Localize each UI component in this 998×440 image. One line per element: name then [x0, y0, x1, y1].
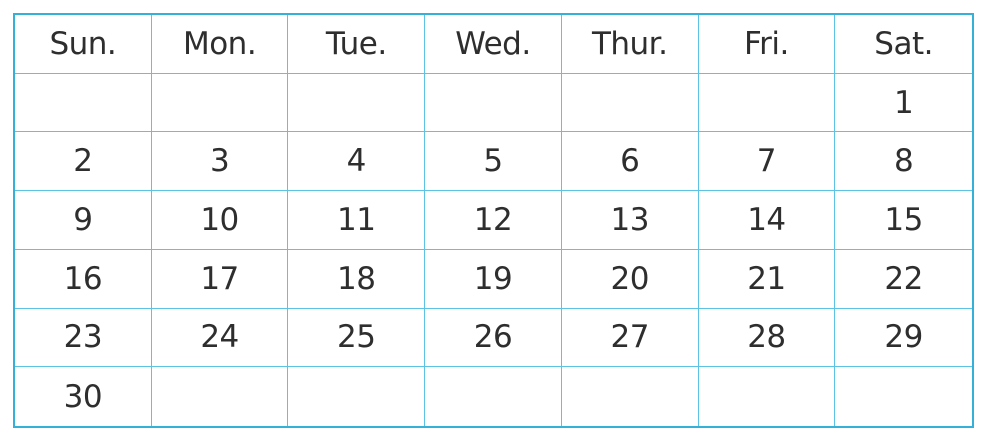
empty-cell	[152, 367, 289, 426]
day-cell: 3	[151, 132, 289, 192]
day-cell: 8	[835, 132, 972, 192]
empty-cell	[561, 73, 699, 133]
day-cell: 13	[561, 191, 699, 250]
empty-cell	[425, 367, 562, 426]
empty-cell	[288, 367, 426, 426]
weekday-header: Fri.	[698, 15, 836, 74]
empty-cell	[835, 367, 972, 426]
day-cell: 5	[425, 132, 562, 192]
weekday-header: Tue.	[288, 15, 426, 74]
day-cell: 1	[835, 74, 972, 133]
empty-cell	[698, 73, 836, 133]
weekday-header: Mon.	[151, 15, 289, 74]
weekday-header: Sun.	[15, 15, 152, 74]
day-cell: 10	[151, 191, 289, 250]
day-cell: 4	[288, 132, 426, 192]
day-cell: 17	[151, 249, 289, 309]
day-cell: 30	[15, 367, 152, 426]
weekday-header: Thur.	[561, 15, 699, 74]
day-cell: 9	[15, 191, 152, 250]
empty-cell	[425, 73, 562, 133]
day-cell: 21	[698, 249, 836, 309]
day-cell: 12	[425, 191, 562, 250]
day-cell: 15	[835, 191, 972, 250]
empty-cell	[699, 367, 836, 426]
day-cell: 29	[835, 309, 972, 368]
day-cell: 23	[15, 308, 152, 368]
day-cell: 18	[288, 249, 426, 309]
day-cell: 26	[425, 308, 562, 368]
weekday-header: Wed.	[425, 15, 562, 74]
day-cell: 7	[698, 132, 836, 192]
empty-cell	[151, 73, 289, 133]
day-cell: 2	[15, 132, 152, 192]
day-cell: 22	[835, 250, 972, 309]
day-cell: 20	[561, 249, 699, 309]
day-cell: 28	[698, 308, 836, 368]
day-cell: 25	[288, 308, 426, 368]
day-cell: 27	[561, 308, 699, 368]
day-cell: 11	[288, 191, 426, 250]
empty-cell	[288, 73, 426, 133]
day-cell: 24	[151, 308, 289, 368]
day-cell: 19	[425, 249, 562, 309]
day-cell: 14	[698, 191, 836, 250]
empty-cell	[15, 73, 152, 133]
empty-cell	[562, 367, 699, 426]
weekday-header: Sat.	[835, 15, 972, 74]
day-cell: 16	[15, 249, 152, 309]
day-cell: 6	[561, 132, 699, 192]
calendar-grid: Sun. Mon. Tue. Wed. Thur. Fri. Sat. 1 2 3 4 5 6 7 8 9 10…	[13, 13, 974, 428]
